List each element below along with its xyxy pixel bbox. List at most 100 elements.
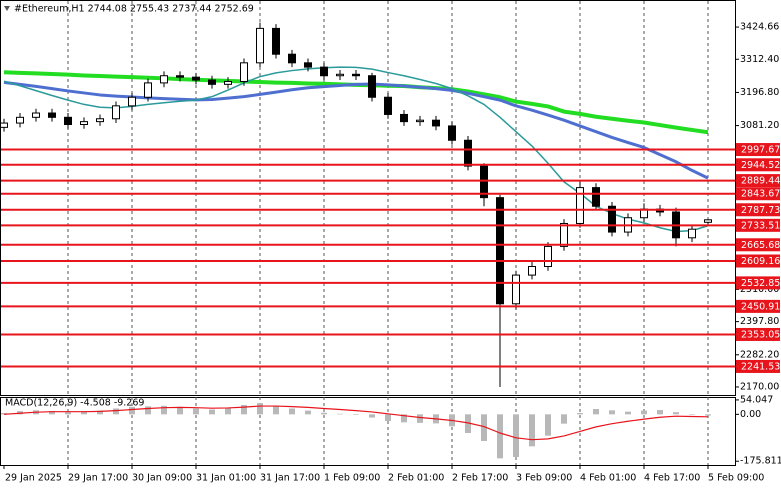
level-label: 2787.73 xyxy=(741,205,780,216)
indicator-line xyxy=(3,405,709,441)
candle-body xyxy=(528,265,536,276)
x-tick-label: 29 Jan 17:00 xyxy=(68,473,128,484)
macd-bar xyxy=(353,414,359,415)
candle-body xyxy=(560,222,568,247)
macd-bar xyxy=(625,411,631,415)
x-tick-label: 5 Feb 09:00 xyxy=(708,473,764,484)
macd-bar xyxy=(673,412,679,415)
level-label: 2843.67 xyxy=(741,189,780,200)
candle-body xyxy=(176,75,184,78)
main-frame xyxy=(0,0,736,396)
level-label: 2997.67 xyxy=(741,145,780,156)
indicator-line xyxy=(3,70,709,135)
candle-body xyxy=(512,274,520,305)
level-badge xyxy=(736,238,780,252)
level-label: 2353.05 xyxy=(741,329,780,340)
candle-body xyxy=(592,187,600,207)
candle-body xyxy=(224,80,232,85)
y-tick-label: 3196.80 xyxy=(740,87,779,98)
candle-body xyxy=(240,62,248,82)
level-label: 2733.51 xyxy=(741,220,780,231)
indicator-line xyxy=(3,66,709,233)
macd-bar xyxy=(561,414,567,424)
macd-bar xyxy=(81,411,87,415)
macd-bar xyxy=(65,412,71,415)
candle-body xyxy=(704,219,712,223)
candle-body xyxy=(576,187,584,224)
macd-bar xyxy=(497,414,503,459)
macd-bar xyxy=(129,406,135,415)
macd-bar xyxy=(705,414,711,416)
y-tick-label: 2170.00 xyxy=(740,381,779,392)
x-tick-label: 4 Feb 01:00 xyxy=(580,473,636,484)
candle-body xyxy=(688,228,696,239)
candle-body xyxy=(0,122,8,128)
candle-body xyxy=(160,75,168,84)
macd-frame xyxy=(0,397,736,466)
header-icon xyxy=(4,6,10,11)
x-tick-label: 1 Feb 09:00 xyxy=(324,473,380,484)
candle-body xyxy=(128,96,136,107)
y-tick-label: 0.00 xyxy=(740,409,761,420)
candle-body xyxy=(32,112,40,118)
candle-body xyxy=(112,105,120,120)
macd-bar xyxy=(465,414,471,433)
candle-body xyxy=(448,125,456,141)
macd-bar xyxy=(113,408,119,415)
macd-bar xyxy=(641,410,647,415)
x-tick-label: 3 Feb 09:00 xyxy=(516,473,572,484)
macd-bar xyxy=(321,412,327,415)
y-tick-label: 2510.00 xyxy=(740,284,779,295)
level-label: 2889.44 xyxy=(741,176,780,187)
macd-bar xyxy=(193,408,199,415)
candle-body xyxy=(544,245,552,267)
level-badge xyxy=(736,276,780,290)
y-tick-label: 3081.20 xyxy=(740,120,779,131)
macd-bar xyxy=(289,408,295,415)
level-label: 2532.85 xyxy=(741,278,780,289)
level-badge xyxy=(736,158,780,172)
candle-body xyxy=(352,73,360,77)
macd-bar xyxy=(417,414,423,423)
x-tick-label: 31 Jan 01:00 xyxy=(196,473,256,484)
macd-bar xyxy=(1,413,7,415)
candle-body xyxy=(464,139,472,167)
candle-body xyxy=(496,197,504,305)
macd-bar xyxy=(337,413,343,415)
macd-bar xyxy=(385,414,391,421)
candle-body xyxy=(272,27,280,55)
x-tick-label: 31 Jan 17:00 xyxy=(260,473,320,484)
level-label: 2241.53 xyxy=(741,361,780,372)
y-tick-label: 2282.20 xyxy=(740,349,779,360)
y-tick-label: 54.047 xyxy=(740,394,773,405)
macd-bar xyxy=(97,410,103,415)
level-badge xyxy=(736,359,780,373)
macd-bar xyxy=(209,409,215,415)
x-tick-label: 2 Feb 01:00 xyxy=(388,473,444,484)
macd-bar xyxy=(305,410,311,415)
candle-body xyxy=(256,27,264,64)
chart-title: #Ethereum,H1 2744.08 2755.43 2737.44 275… xyxy=(14,4,254,15)
level-label: 2609.16 xyxy=(741,256,780,267)
macd-bar xyxy=(145,406,151,415)
macd-bar xyxy=(513,414,519,457)
level-label: 2665.68 xyxy=(741,240,780,251)
candle-body xyxy=(80,121,88,125)
level-badge xyxy=(736,143,780,157)
macd-bar xyxy=(529,414,535,447)
candle-body xyxy=(48,112,56,118)
candle-body xyxy=(368,75,376,98)
candle-body xyxy=(480,165,488,199)
macd-title: MACD(12,26,9) -4.508 -9.269 xyxy=(5,398,144,409)
y-tick-label: 2397.80 xyxy=(740,316,779,327)
candle-body xyxy=(288,53,296,64)
candle-body xyxy=(16,116,24,124)
level-badge xyxy=(736,299,780,313)
candle-body xyxy=(432,119,440,127)
macd-bar xyxy=(225,407,231,415)
level-badge xyxy=(736,327,780,341)
x-tick-label: 4 Feb 17:00 xyxy=(644,473,700,484)
candle-body xyxy=(416,119,424,123)
x-tick-label: 29 Jan 2025 xyxy=(5,473,62,484)
